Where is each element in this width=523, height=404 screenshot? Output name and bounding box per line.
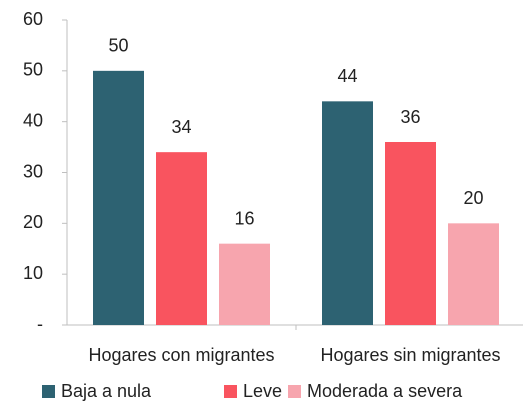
bar xyxy=(93,70,144,325)
bar xyxy=(385,142,436,325)
legend-swatch xyxy=(224,385,237,398)
y-tick-label: 50 xyxy=(23,60,43,80)
legend-label: Moderada a severa xyxy=(307,381,463,401)
value-label: 50 xyxy=(108,36,128,56)
y-tick-label: 10 xyxy=(23,263,43,283)
y-tick-label: 20 xyxy=(23,212,43,232)
bar xyxy=(156,152,207,325)
legend-swatch xyxy=(42,385,55,398)
value-label: 36 xyxy=(400,107,420,127)
legend-label: Baja a nula xyxy=(61,381,152,401)
y-tick-label: 40 xyxy=(23,110,43,130)
y-tick-label: 60 xyxy=(23,9,43,29)
y-tick-label: - xyxy=(37,314,43,334)
bar xyxy=(219,243,270,325)
bar xyxy=(322,101,373,325)
value-label: 20 xyxy=(463,188,483,208)
value-label: 44 xyxy=(337,66,357,86)
legend-swatch xyxy=(288,385,301,398)
x-tick-label: Hogares sin migrantes xyxy=(320,345,500,365)
bar xyxy=(448,223,499,325)
legend-label: Leve xyxy=(243,381,282,401)
x-tick-label: Hogares con migrantes xyxy=(88,345,274,365)
value-label: 16 xyxy=(234,208,254,228)
y-tick-label: 30 xyxy=(23,161,43,181)
value-label: 34 xyxy=(171,117,191,137)
